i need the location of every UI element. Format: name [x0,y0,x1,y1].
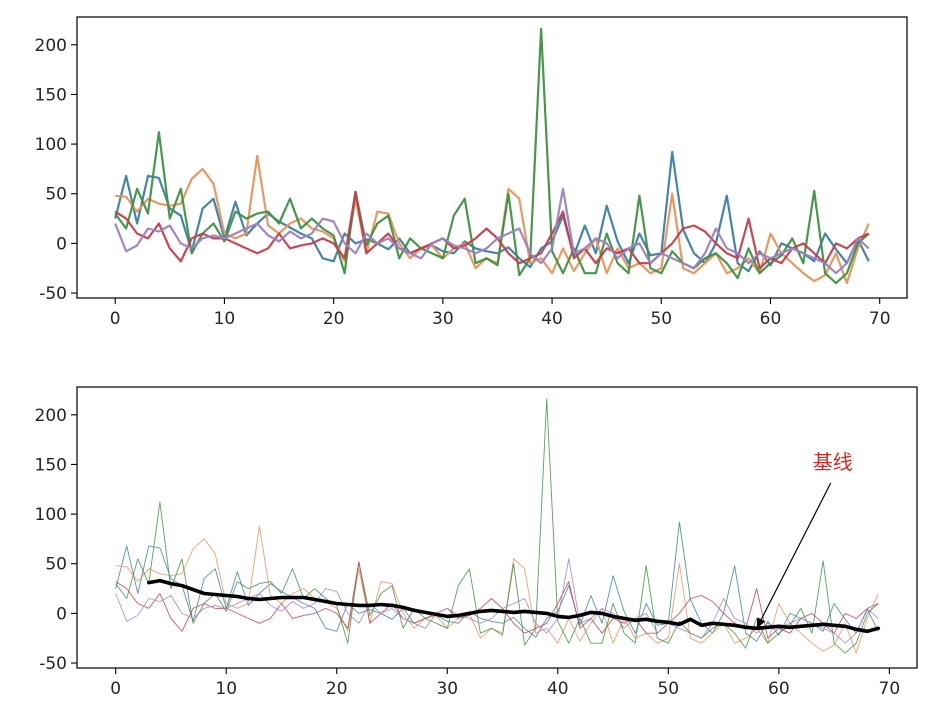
series-red-line [115,561,879,639]
y-tick-label: 0 [56,234,67,254]
plot-area [115,398,881,654]
baseline-line [147,578,881,634]
x-tick-label: 60 [760,309,782,329]
series-blue-line [115,521,879,642]
chart-panel-1: 0 10 20 30 40 50 60 70 -50 0 50 100 150 200 [35,16,908,329]
x-tick-label: 50 [657,679,679,699]
y-tick-label: -50 [39,654,67,674]
annotation-arrow-line [756,482,832,629]
x-tick-label: 40 [547,679,569,699]
y-tick-label: 150 [35,85,67,105]
y-tick-label: 50 [45,185,67,205]
y-tick-label: 200 [35,406,67,426]
series-purple-line [114,187,870,275]
y-tick-label: 50 [45,555,67,575]
x-tick-label: 0 [110,679,121,699]
series-green-line [115,398,879,654]
axes-frame [76,16,908,299]
x-tick-label: 20 [323,309,345,329]
x-tick-label: 70 [879,679,901,699]
x-tick-label: 50 [650,309,672,329]
x-tick-label: 10 [214,309,236,329]
series-green-line [114,27,870,285]
series-red-line [114,190,870,270]
x-tick-label: 60 [768,679,790,699]
baseline-annotation-label: 基线 [813,450,853,474]
y-tick-label: 100 [35,505,67,525]
annotation-arrow-head [756,617,766,629]
x-tick-label: 0 [110,309,121,329]
y-tick-label: 200 [35,36,67,56]
y-tick-label: -50 [39,284,67,304]
y-tick-label: 100 [35,135,67,155]
x-tick-label: 40 [541,309,563,329]
x-tick-label: 10 [215,679,237,699]
axes-frame [76,386,918,669]
plot-area [114,27,870,285]
series-blue-line [114,150,870,273]
x-tick-label: 30 [432,309,454,329]
chart-panel-2: 0 10 20 30 40 50 60 70 -50 0 50 100 150 200 基线 [35,386,918,699]
y-tick-label: 0 [56,604,67,624]
x-tick-label: 20 [326,679,348,699]
x-tick-label: 30 [436,679,458,699]
x-tick-label: 70 [869,309,891,329]
y-tick-label: 150 [35,455,67,475]
